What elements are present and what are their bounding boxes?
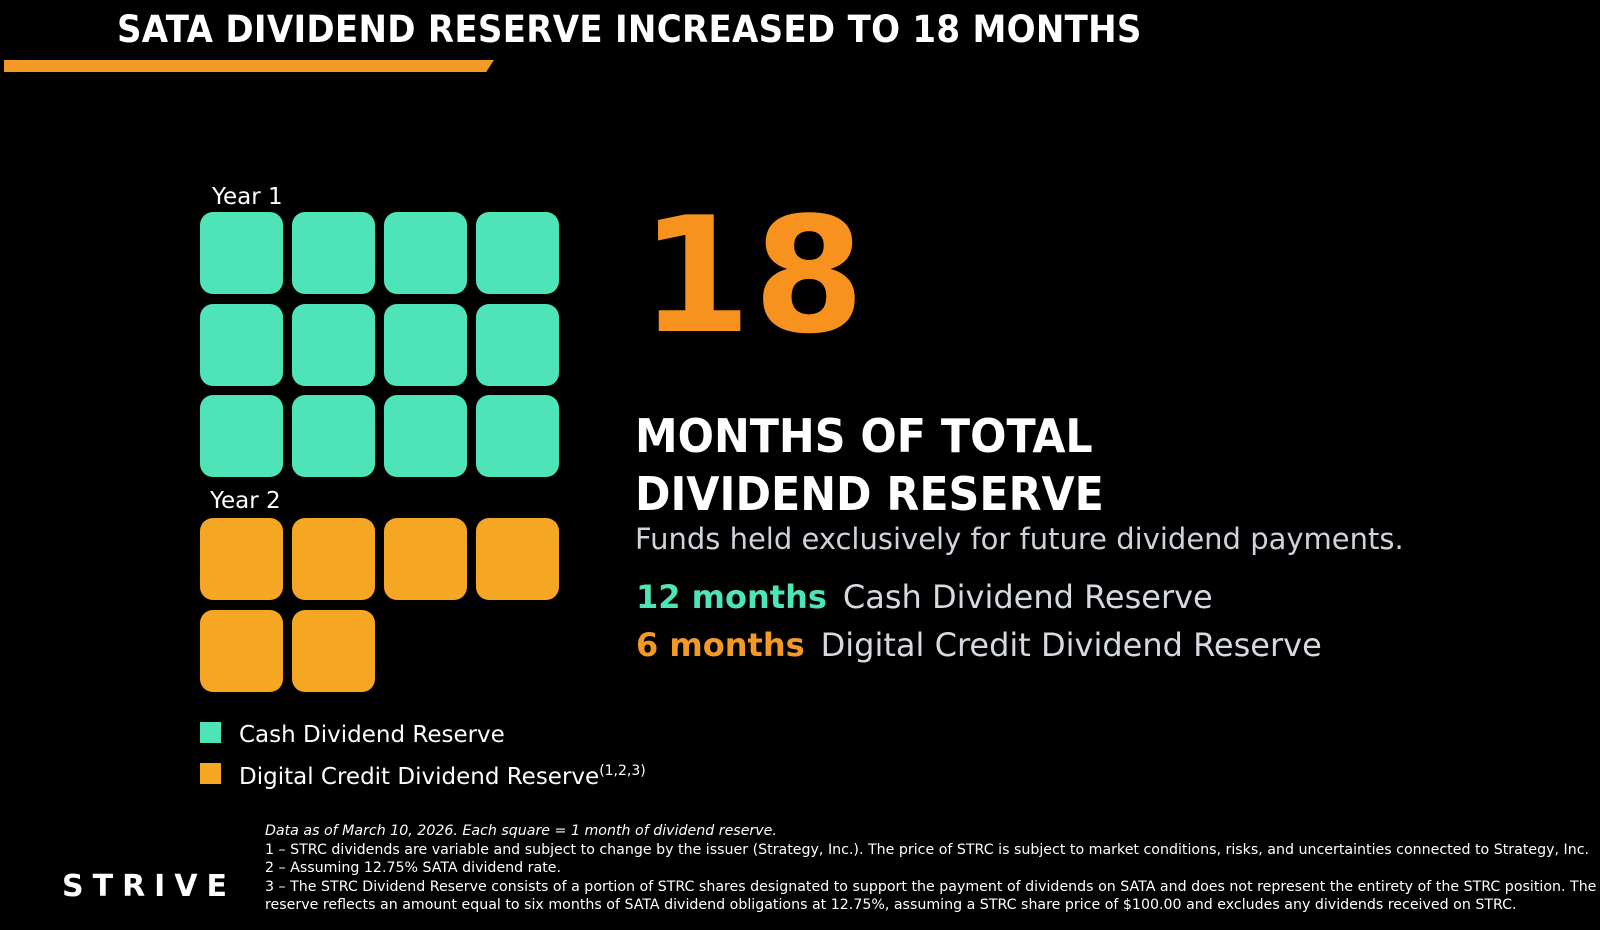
strive-logo: STRIVE (62, 869, 237, 904)
cash-months-label: Cash Dividend Reserve (842, 578, 1213, 616)
headline-line-1: MONTHS OF TOTAL (635, 409, 1093, 463)
cash-month-square (292, 212, 375, 294)
headline-line-2: DIVIDEND RESERVE (635, 467, 1104, 521)
digital-months-label: Digital Credit Dividend Reserve (820, 626, 1322, 664)
title-accent-bar (4, 60, 494, 72)
total-months-number: 18 (640, 182, 867, 369)
digital-months-amount: 6 months (636, 626, 805, 664)
breakdown-digital-row: 6 months Digital Credit Dividend Reserve (636, 626, 1322, 664)
legend-cash-label: Cash Dividend Reserve (239, 722, 505, 748)
legend-cash-swatch (200, 722, 221, 743)
cash-month-square (200, 212, 283, 294)
legend-digital-item: Digital Credit Dividend Reserve(1,2,3) (239, 763, 646, 790)
cash-month-square (476, 303, 559, 386)
cash-month-square (476, 212, 559, 294)
legend-digital-label: Digital Credit Dividend Reserve (239, 764, 600, 790)
digital-month-square (384, 518, 467, 600)
cash-month-square (476, 395, 559, 477)
cash-month-square (292, 303, 375, 386)
digital-month-square (292, 609, 375, 692)
footnote-2: 2 – Assuming 12.75% SATA dividend rate. (265, 860, 562, 877)
cash-month-square (200, 303, 283, 386)
cash-month-square (384, 303, 467, 386)
subtitle: Funds held exclusively for future divide… (635, 522, 1404, 556)
cash-month-square (200, 395, 283, 477)
year-1-label: Year 1 (212, 184, 283, 210)
cash-month-square (384, 212, 467, 294)
cash-months-amount: 12 months (636, 578, 827, 616)
breakdown-cash-row: 12 months Cash Dividend Reserve (636, 578, 1213, 616)
digital-month-square (292, 518, 375, 600)
footnote-1: 1 – STRC dividends are variable and subj… (265, 841, 1590, 858)
slide-title: SATA DIVIDEND RESERVE INCREASED TO 18 MO… (117, 8, 1142, 51)
digital-month-square (200, 609, 283, 692)
footnotes: Data as of March 10, 2026. Each square =… (265, 822, 1597, 915)
headline: MONTHS OF TOTAL DIVIDEND RESERVE (635, 407, 1104, 523)
cash-month-square (384, 395, 467, 477)
year-2-label: Year 2 (210, 488, 281, 514)
legend-digital-swatch (200, 763, 221, 784)
footnote-3a: 3 – The STRC Dividend Reserve consists o… (265, 878, 1597, 895)
footnote-lead: Data as of March 10, 2026. Each square =… (265, 823, 777, 839)
digital-month-square (200, 518, 283, 600)
digital-month-square (476, 518, 559, 600)
footnote-3b: reserve reflects an amount equal to six … (265, 897, 1517, 914)
legend-digital-footnote-ref: (1,2,3) (599, 763, 646, 779)
cash-month-square (292, 395, 375, 477)
